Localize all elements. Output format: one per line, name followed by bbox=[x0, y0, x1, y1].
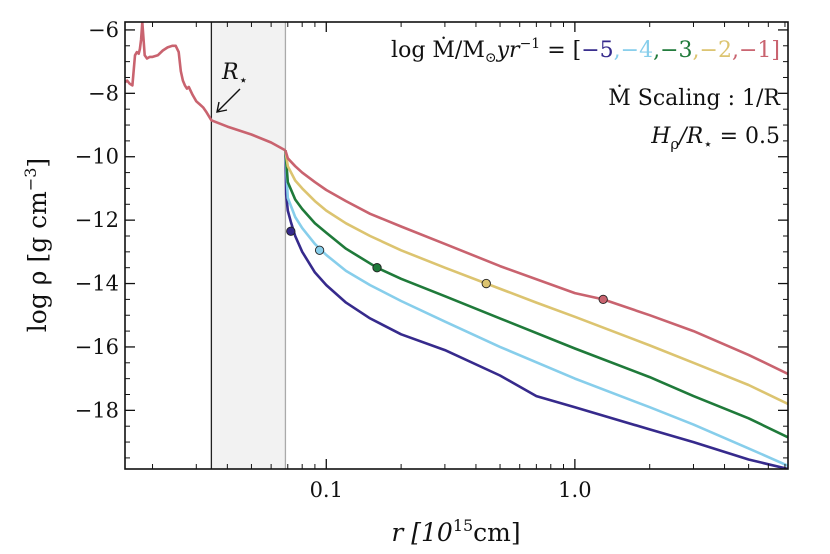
x-tick-label: 1.0 bbox=[558, 478, 591, 502]
x-axis-label: r [1015cm] bbox=[391, 516, 520, 547]
legend-entry-minus5: −5 bbox=[581, 38, 613, 63]
series-marker-mdotminus1 bbox=[598, 294, 608, 305]
legend-entry-minus2: −2 bbox=[700, 38, 732, 63]
stellar-radius-arrow bbox=[216, 88, 241, 113]
scaling-annotation: Ṁ Scaling : 1/R bbox=[608, 84, 781, 111]
x-tick-label: 0.1 bbox=[310, 478, 343, 502]
progenitor-density-line bbox=[125, 22, 287, 152]
stellar-radius-label: R⋆ bbox=[221, 60, 248, 89]
y-tick-label: −18 bbox=[75, 398, 119, 422]
series-marker-mdotminus2 bbox=[481, 278, 491, 289]
y-tick-label: −14 bbox=[75, 272, 119, 296]
y-tick-label: −16 bbox=[75, 335, 119, 359]
series-line-mdotminus5 bbox=[284, 150, 788, 469]
density-scale-height-annotation: Hρ/R⋆ = 0.5 bbox=[650, 124, 780, 153]
series-line-mdotminus2 bbox=[284, 150, 788, 406]
axis-ticks: −6 −8 −10 −12 −14 −16 −18 0.1 1.0 bbox=[75, 18, 788, 502]
series-marker-mdotminus3 bbox=[372, 263, 382, 273]
series-line-mdotminus3 bbox=[284, 150, 788, 439]
series-marker-mdotminus4 bbox=[314, 245, 325, 255]
legend-entry-minus1: −1 bbox=[739, 38, 771, 63]
wind-region-shading bbox=[211, 22, 286, 469]
plot-frame bbox=[124, 21, 789, 470]
legend-entry-minus4: −4 bbox=[621, 38, 653, 63]
series-group bbox=[125, 22, 788, 469]
legend-entry-minus3: −3 bbox=[660, 38, 692, 63]
y-tick-label: −12 bbox=[75, 208, 119, 232]
y-axis-label: log ρ [g cm−3] bbox=[21, 158, 52, 332]
y-tick-label: −6 bbox=[88, 18, 119, 42]
y-tick-label: −8 bbox=[88, 81, 119, 105]
series-line-mdotminus1 bbox=[284, 150, 788, 376]
mdot-legend: log Ṁ/M⊙yr−1 = [−5,−4,−3,−2,−1] bbox=[391, 36, 780, 66]
series-line-mdotminus4 bbox=[284, 150, 788, 467]
y-tick-label: −10 bbox=[75, 145, 119, 169]
series-marker-mdotminus5 bbox=[286, 226, 296, 236]
